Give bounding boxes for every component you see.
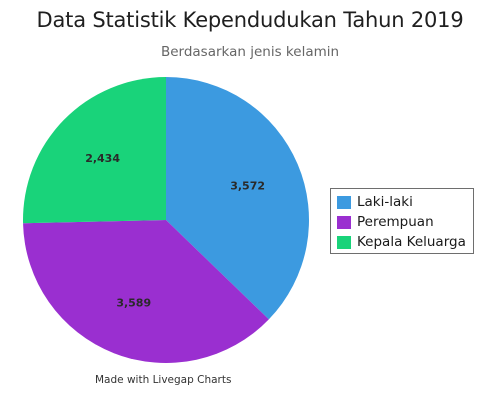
slice-value-label-perempuan: 3,589 [116,297,151,310]
legend: Laki-laki Perempuan Kepala Keluarga [330,188,474,254]
legend-item-kepala-keluarga[interactable]: Kepala Keluarga [337,232,473,252]
chart-title: Data Statistik Kependudukan Tahun 2019 [36,8,464,32]
slice-value-label-kepala-keluarga: 2,434 [85,152,120,165]
legend-swatch-laki-laki [337,195,351,209]
chart-subtitle: Berdasarkan jenis kelamin [160,44,340,60]
pie-slice-perempuan[interactable] [23,220,269,364]
legend-swatch-kepala-keluarga [337,235,351,249]
legend-label-laki-laki: Laki-laki [357,194,413,210]
legend-item-laki-laki[interactable]: Laki-laki [337,192,473,212]
chart-credit[interactable]: Made with Livegap Charts [95,374,232,386]
pie-slice-kepala-keluarga[interactable] [22,77,166,224]
legend-swatch-perempuan [337,215,351,229]
legend-item-perempuan[interactable]: Perempuan [337,212,473,232]
pie-slice-laki-laki[interactable] [166,77,310,320]
slice-value-label-laki-laki: 3,572 [230,179,265,192]
legend-label-kepala-keluarga: Kepala Keluarga [357,234,466,250]
legend-label-perempuan: Perempuan [357,214,434,230]
